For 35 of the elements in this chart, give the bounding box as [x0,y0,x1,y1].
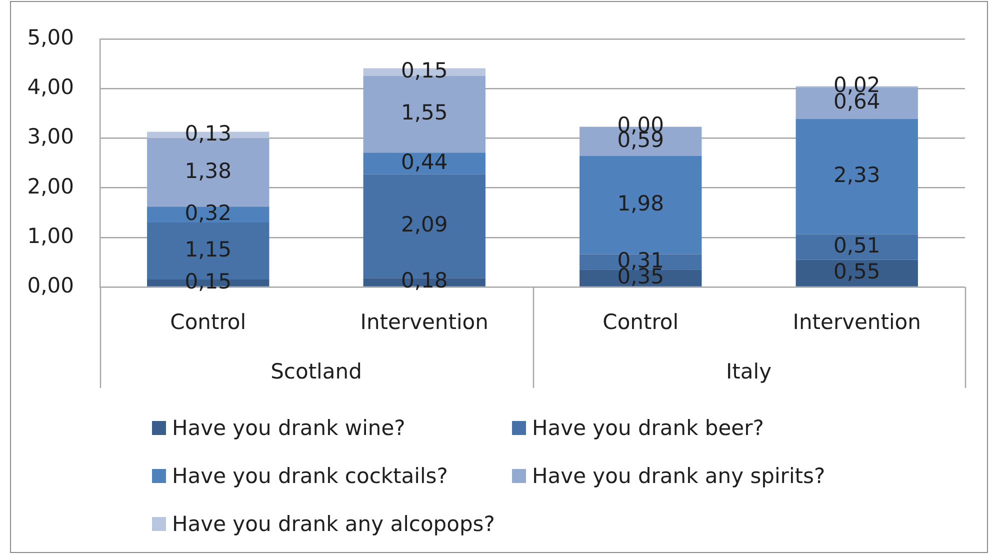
x-tick-label: Intervention [360,310,488,334]
legend-label: Have you drank wine? [172,416,406,440]
bar [796,260,918,286]
bar [796,118,918,234]
x-tick-label: Intervention [792,310,921,334]
data-label: 1,98 [617,192,664,216]
text: Scotland [270,359,362,384]
x-tick-label: Control [170,310,246,334]
data-label: 0,15 [400,58,448,82]
legend-label: Have you drank cocktails? [172,464,448,488]
data-label: 1,15 [184,237,232,262]
y-tick-label: 3,00 [27,124,74,149]
data-label: 2,09 [400,212,448,237]
text: Italy [726,359,772,384]
legend-label: Have you drank beer? [532,416,764,440]
legend-label: Have you drank any spirits? [532,464,826,488]
y-tick-label: 1,00 [27,224,74,248]
data-label: 0,13 [184,121,232,146]
data-label: 0,51 [833,234,880,258]
x-tick-label: Control [602,310,679,334]
data-label: 1,38 [184,158,232,183]
data-label: 0,18 [400,268,448,293]
data-label: 0,44 [400,150,448,174]
data-label: 2,33 [833,163,880,188]
y-tick-label: 4,00 [27,75,74,100]
bar [796,234,918,260]
y-tick-label: 0,00 [27,273,74,298]
legend-label: Have you drank any alcopops? [172,512,495,536]
bar [580,270,702,286]
data-label: 0,32 [184,201,232,226]
data-label: 0,55 [833,260,880,284]
y-tick-label: 5,00 [27,25,74,50]
y-tick-label: 2,00 [27,174,74,198]
data-label: 1,55 [400,100,448,125]
bar [363,152,486,174]
